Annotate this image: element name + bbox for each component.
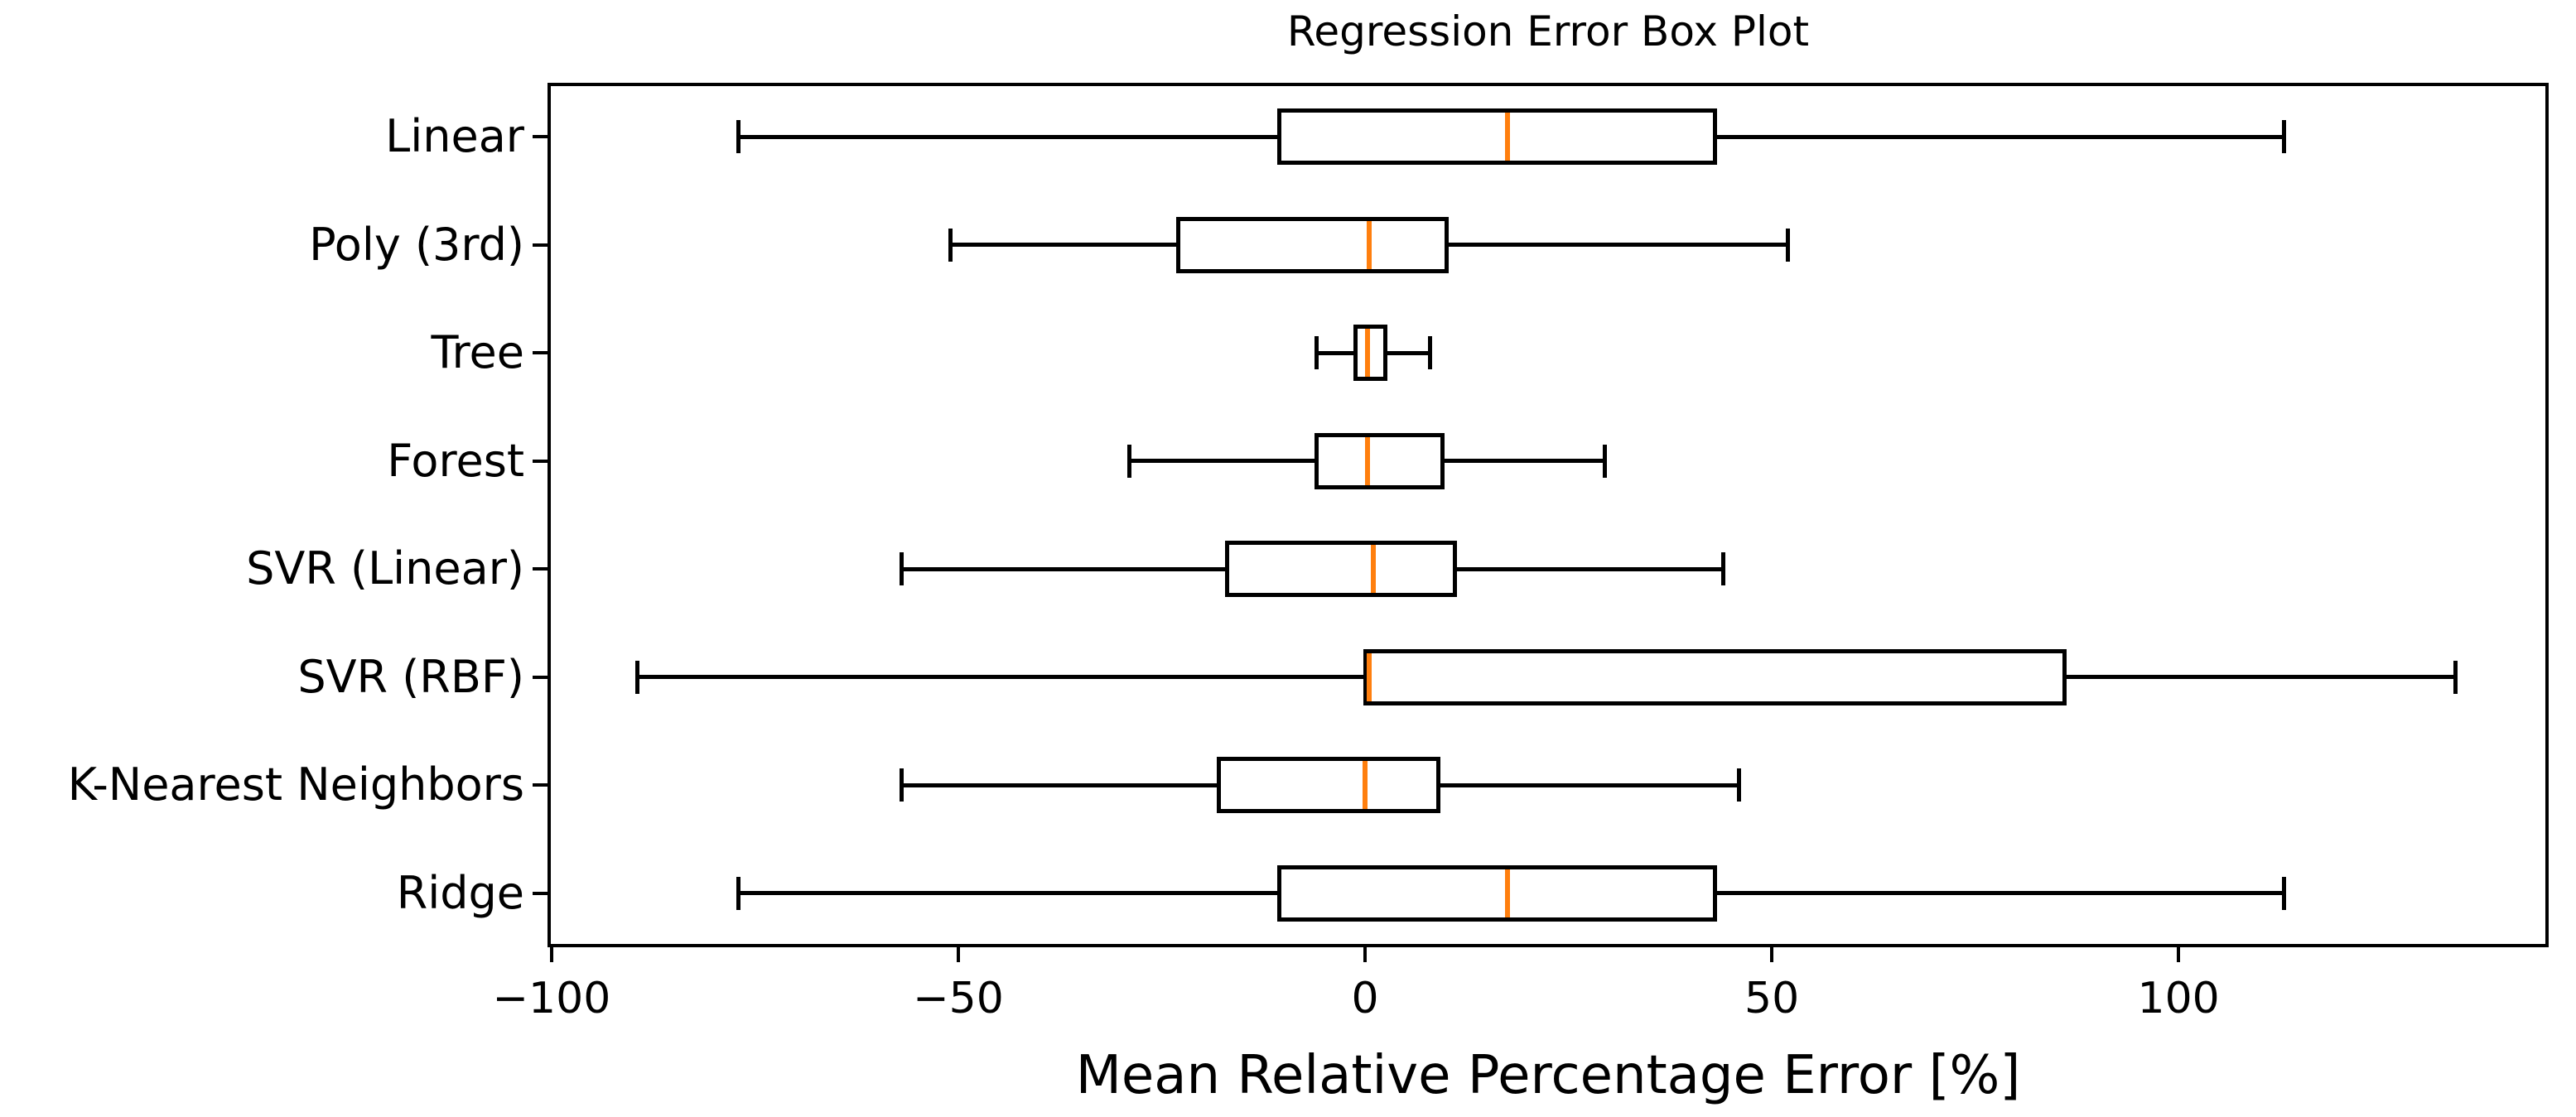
whisker-line-low [901,782,1219,787]
whisker-line-high [1715,134,2284,139]
iqr-box [1175,216,1449,273]
y-tick-label: SVR (Linear) [246,542,524,595]
iqr-box [1277,108,1717,166]
x-tick-label: −50 [913,974,1004,1023]
whisker-line-high [2064,675,2456,680]
whisker-line-high [1715,891,2284,896]
whisker-cap-low [736,876,741,910]
x-axis-label: Mean Relative Percentage Error [%] [1075,1045,2021,1106]
iqr-box [1224,541,1457,598]
y-tick-label: Forest [387,434,524,487]
y-tick-mark [533,243,548,247]
x-tick-mark [549,947,553,962]
x-tick-mark [1770,947,1774,962]
whisker-cap-low [1126,444,1131,478]
median-line [1364,436,1370,485]
whisker-cap-low [1314,336,1319,370]
y-tick-mark [533,891,548,895]
iqr-box [1363,648,2067,705]
whisker-cap-low [899,768,904,802]
median-line [1364,329,1370,378]
y-tick-mark [533,567,548,571]
median-line [1370,545,1376,594]
y-tick-label: Tree [431,326,524,379]
y-tick-label: Linear [385,110,524,163]
x-tick-mark [2177,947,2181,962]
chart-title: Regression Error Box Plot [1286,7,1810,55]
whisker-line-low [1316,350,1356,355]
whisker-cap-high [1428,336,1433,370]
iqr-box [1314,432,1445,489]
y-tick-mark [533,135,548,139]
iqr-box [1216,757,1440,814]
x-tick-label: 50 [1744,974,1800,1023]
whisker-cap-high [1603,444,1608,478]
whisker-line-high [1454,566,1724,571]
whisker-cap-low [634,660,639,694]
iqr-box [1353,325,1388,382]
y-tick-label: K-Nearest Neighbors [67,758,524,811]
x-tick-label: −100 [492,974,611,1023]
y-tick-label: Poly (3rd) [309,218,524,271]
whisker-cap-low [899,552,904,586]
whisker-line-high [1442,459,1605,464]
y-tick-mark [533,351,548,355]
median-line [1504,113,1510,161]
whisker-line-low [1129,459,1317,464]
median-line [1366,652,1372,701]
whisker-line-low [738,891,1280,896]
iqr-box [1277,864,1717,922]
whisker-cap-low [948,228,953,262]
whisker-line-high [1446,243,1788,248]
whisker-line-high [1438,782,1739,787]
whisker-cap-high [2453,660,2458,694]
whisker-line-low [901,566,1228,571]
median-line [1363,761,1368,810]
y-tick-label: SVR (RBF) [297,650,524,703]
median-line [1366,220,1372,269]
whisker-line-low [950,243,1179,248]
x-tick-label: 0 [1351,974,1379,1023]
axes-frame [548,83,2549,947]
y-tick-mark [533,783,548,787]
whisker-line-low [637,675,1366,680]
whisker-line-low [738,134,1280,139]
median-line [1504,869,1510,917]
x-tick-mark [956,947,960,962]
x-tick-mark [1363,947,1368,962]
y-tick-label: Ridge [396,866,524,919]
whisker-line-high [1385,350,1430,355]
x-tick-label: 100 [2137,974,2220,1023]
whisker-cap-low [736,120,741,154]
whisker-cap-high [1737,768,1742,802]
whisker-cap-high [2282,876,2287,910]
whisker-cap-high [2282,120,2287,154]
whisker-cap-high [1720,552,1725,586]
whisker-cap-high [1786,228,1791,262]
y-tick-mark [533,675,548,679]
y-tick-mark [533,459,548,463]
